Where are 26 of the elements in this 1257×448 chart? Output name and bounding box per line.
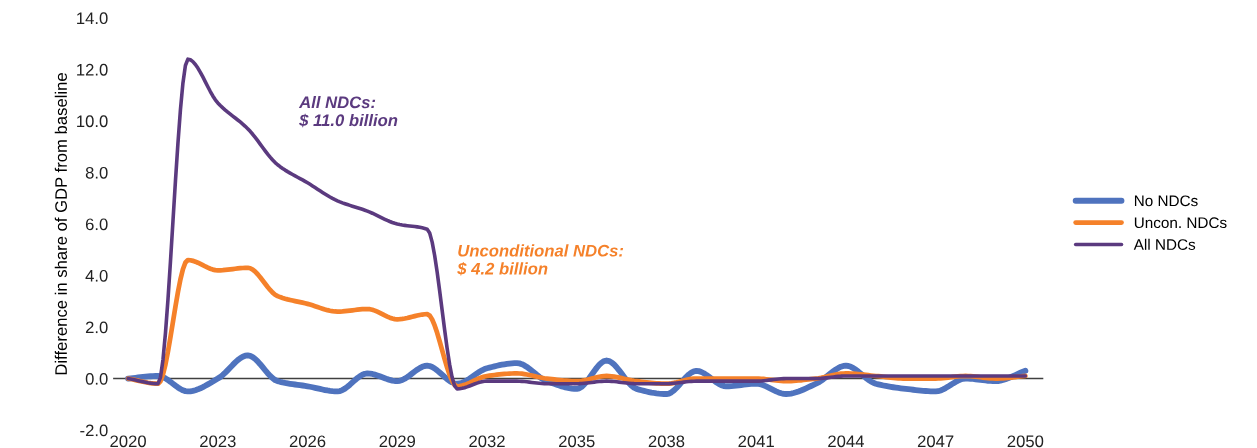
x-tick-label: 2041: [738, 435, 774, 448]
x-tick-label: 2023: [200, 435, 236, 448]
x-tick-label: 2029: [379, 435, 416, 448]
x-tick-label: 2047: [917, 435, 954, 448]
y-tick-label: 12.0: [77, 63, 108, 76]
x-tick-label: 2026: [289, 435, 326, 448]
y-tick-label: 2.0: [85, 321, 108, 334]
legend-label: No NDCs: [1134, 195, 1198, 207]
annotation: All NDCs: $ 11.0 billion: [298, 95, 398, 128]
x-tick-label: 2038: [648, 435, 685, 448]
y-tick-label: 14.0: [77, 12, 108, 25]
legend-label: Uncon. NDCs: [1134, 217, 1227, 229]
y-tick-label: 8.0: [85, 166, 108, 179]
y-tick-label: -2.0: [80, 424, 108, 437]
y-tick-label: 10.0: [77, 115, 108, 128]
annotation: Unconditional NDCs: $ 4.2 billion: [457, 244, 624, 276]
y-axis-title: Difference in share of GDP from baseline: [54, 73, 67, 375]
x-tick-label: 2044: [828, 435, 864, 448]
x-tick-label: 2032: [469, 435, 505, 448]
x-tick-label: 2035: [559, 435, 595, 448]
legend-label: All NDCs: [1133, 238, 1196, 250]
y-tick-label: 6.0: [85, 218, 108, 231]
x-tick-label: 2020: [110, 435, 146, 448]
y-tick-label: 4.0: [85, 269, 108, 282]
x-tick-label: 2050: [1007, 435, 1044, 448]
y-tick-label: 0.0: [85, 372, 108, 385]
